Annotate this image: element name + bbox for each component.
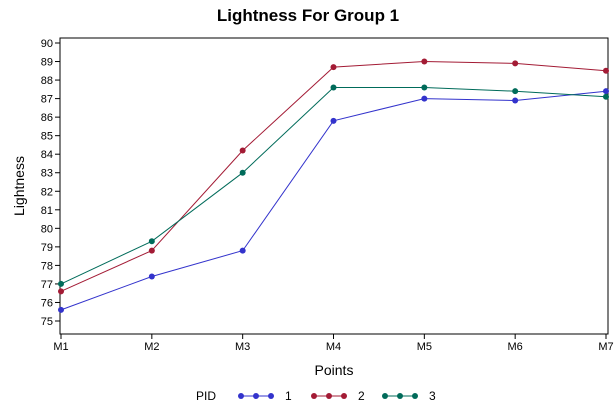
series-1 — [58, 88, 609, 313]
y-tick-label: 80 — [41, 223, 53, 235]
data-point — [58, 288, 64, 295]
legend-swatch-marker — [382, 393, 388, 399]
data-point — [603, 93, 609, 100]
data-point — [330, 117, 337, 124]
legend-item-1: 1 — [238, 389, 292, 403]
chart-title: Lightness For Group 1 — [217, 6, 399, 25]
x-tick-label: M6 — [508, 341, 523, 353]
y-tick-label: 90 — [41, 38, 53, 50]
plot-frame — [59, 37, 609, 335]
y-axis: 75 76 77 78 79 80 81 82 83 84 85 86 87 88 89 90 — [41, 38, 60, 328]
series-layer — [58, 58, 609, 313]
data-point — [58, 306, 64, 313]
data-point — [512, 88, 519, 95]
legend-swatch-marker — [238, 393, 244, 399]
y-tick-label: 77 — [41, 279, 53, 291]
y-tick-label: 89 — [41, 57, 53, 69]
series-2 — [58, 58, 609, 295]
x-tick-label: M1 — [53, 341, 68, 353]
y-tick-label: 83 — [41, 168, 53, 180]
series-line — [60, 90, 607, 311]
data-point — [330, 84, 337, 91]
legend-item-3: 3 — [382, 389, 436, 403]
x-axis: M1 M2 M3 M4 M5 M6 M7 — [53, 334, 614, 353]
x-tick-label: M7 — [598, 341, 613, 353]
data-point — [239, 169, 246, 176]
legend: PID 1 2 3 — [196, 389, 436, 403]
x-tick-label: M3 — [235, 341, 250, 353]
y-tick-label: 81 — [41, 205, 53, 217]
y-tick-label: 75 — [41, 316, 53, 328]
series-line — [60, 60, 607, 292]
y-axis-label: Lightness — [11, 156, 27, 216]
y-tick-label: 84 — [41, 149, 53, 161]
legend-swatch-marker — [311, 393, 317, 399]
legend-swatch-marker — [268, 393, 274, 399]
data-point — [148, 273, 155, 280]
legend-swatch-marker — [341, 393, 347, 399]
legend-label: 3 — [429, 389, 436, 403]
data-point — [239, 147, 246, 154]
legend-swatch-marker — [397, 393, 403, 399]
y-tick-label: 86 — [41, 112, 53, 124]
data-point — [603, 67, 609, 74]
data-point — [603, 88, 609, 95]
legend-swatch-marker — [326, 393, 332, 399]
legend-label: 1 — [285, 389, 292, 403]
x-tick-label: M5 — [417, 341, 432, 353]
data-point — [512, 60, 519, 67]
legend-item-2: 2 — [311, 389, 365, 403]
legend-swatch-marker — [253, 393, 259, 399]
data-point — [421, 58, 428, 65]
legend-label: 2 — [358, 389, 365, 403]
data-point — [58, 280, 64, 287]
data-point — [421, 84, 428, 91]
y-tick-label: 87 — [41, 94, 53, 106]
y-tick-label: 82 — [41, 186, 53, 198]
data-point — [330, 64, 337, 71]
x-tick-label: M2 — [144, 341, 159, 353]
x-axis-label: Points — [315, 362, 354, 378]
y-tick-label: 78 — [41, 260, 53, 272]
y-tick-label: 88 — [41, 75, 53, 87]
legend-title: PID — [196, 389, 216, 403]
y-tick-label: 79 — [41, 242, 53, 254]
series-3 — [58, 84, 609, 287]
data-point — [148, 247, 155, 254]
data-point — [148, 238, 155, 245]
data-point — [421, 95, 428, 102]
legend-swatch-marker — [412, 393, 418, 399]
y-tick-label: 76 — [41, 297, 53, 309]
data-point — [512, 97, 519, 104]
y-tick-label: 85 — [41, 131, 53, 143]
data-point — [239, 247, 246, 254]
x-tick-label: M4 — [326, 341, 341, 353]
